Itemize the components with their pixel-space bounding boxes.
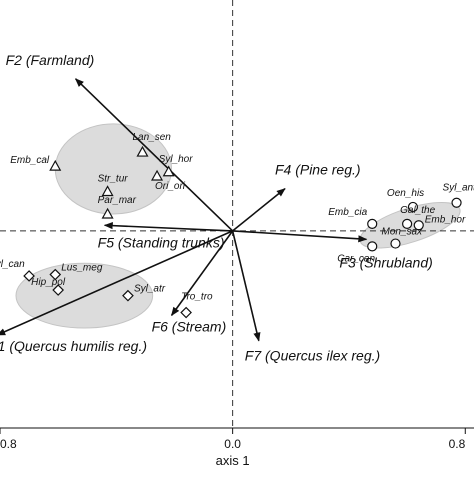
vector-f4-pine-reg (232, 188, 286, 232)
x-axis: 0.8 0.0 0.8 axis 1 (0, 427, 474, 468)
point-label-ori-ori: Ori_ori (155, 181, 186, 192)
point-label-emb-cia: Emb_cia (328, 207, 367, 218)
reference-lines (0, 0, 474, 428)
vector-label-f2-farmland: F2 (Farmland) (6, 52, 95, 68)
point-label-lan-sen: Lan_sen (132, 132, 171, 143)
point-label-emb-hor: Emb_hor (425, 214, 466, 225)
point-syl-can (23, 270, 35, 282)
x-tick-label: 0.0 (224, 437, 241, 451)
point-label-lus-meg: Lus_meg (61, 263, 103, 274)
point-label-gal-the: Gal_the (400, 205, 435, 216)
vector-f2-farmland (74, 78, 234, 232)
point-gal-the (402, 218, 413, 229)
species-points (23, 145, 462, 319)
vector-label-f3-shrubland: F3 (Shrubland) (339, 254, 432, 270)
point-tro-tro (180, 306, 192, 319)
point-str-tur (101, 185, 114, 197)
x-axis-title: axis 1 (216, 453, 250, 468)
point-label-car-can: Car_can (337, 253, 375, 264)
point-label-syl-hor: Syl_hor (159, 154, 194, 165)
vector-label-f7-quercus-ilex-reg: F7 (Quercus ilex reg.) (245, 348, 380, 364)
point-syl-atr (122, 289, 134, 302)
point-syl-ant (451, 197, 462, 208)
x-tick-label: 0.8 (449, 437, 466, 451)
vector-f3-shrubland (232, 230, 368, 243)
point-label-hip-pol: Hip_pol (31, 277, 66, 288)
point-syl-hor (162, 165, 175, 177)
point-label-emb-cal: Emb_cal (10, 155, 50, 166)
point-car-can (367, 241, 378, 252)
point-lan-sen (136, 145, 149, 157)
vector-f7-quercus-ilex-reg (231, 230, 261, 342)
point-label-syl-ant: Syl_ant (443, 183, 474, 194)
point-hip-pol (52, 284, 65, 296)
vector-label-f1-quercus-humilis-reg: F1 (Quercus humilis reg.) (0, 338, 147, 354)
vector-label-f4-pine-reg: F4 (Pine reg.) (275, 162, 361, 178)
point-lus-meg (49, 268, 62, 281)
vector-f5-standing-trunks (103, 222, 233, 232)
x-tick-label: 0.8 (0, 437, 17, 451)
point-label-tro-tro: Tro_tro (181, 292, 213, 303)
point-label-mon-sax: Mon_sax (381, 227, 423, 238)
point-label-str-tur: Str_tur (98, 173, 129, 184)
labels: F2 (Farmland) F4 (Pine reg.) F5 (Standing … (0, 52, 474, 364)
point-mon-sax (390, 238, 401, 249)
point-oen-his (407, 201, 419, 213)
point-ori-ori (151, 169, 164, 181)
vector-label-f6-stream: F6 (Stream) (152, 318, 227, 334)
point-emb-hor (413, 220, 424, 231)
point-emb-cal (49, 159, 62, 171)
point-label-par-mar: Par_mar (98, 195, 137, 206)
environment-vectors (0, 78, 368, 342)
point-par-mar (101, 207, 114, 219)
vector-f1-quercus-humilis-reg (0, 230, 233, 336)
point-label-syl-can: Syl_can (0, 259, 25, 270)
point-label-oen-his: Oen_his (387, 188, 424, 199)
point-label-syl-atr: Syl_atr (134, 284, 166, 295)
vector-label-f5-standing-trunks: F5 (Standing trunks) (98, 234, 225, 250)
vector-f6-stream (170, 230, 234, 317)
point-emb-cia (367, 218, 378, 229)
